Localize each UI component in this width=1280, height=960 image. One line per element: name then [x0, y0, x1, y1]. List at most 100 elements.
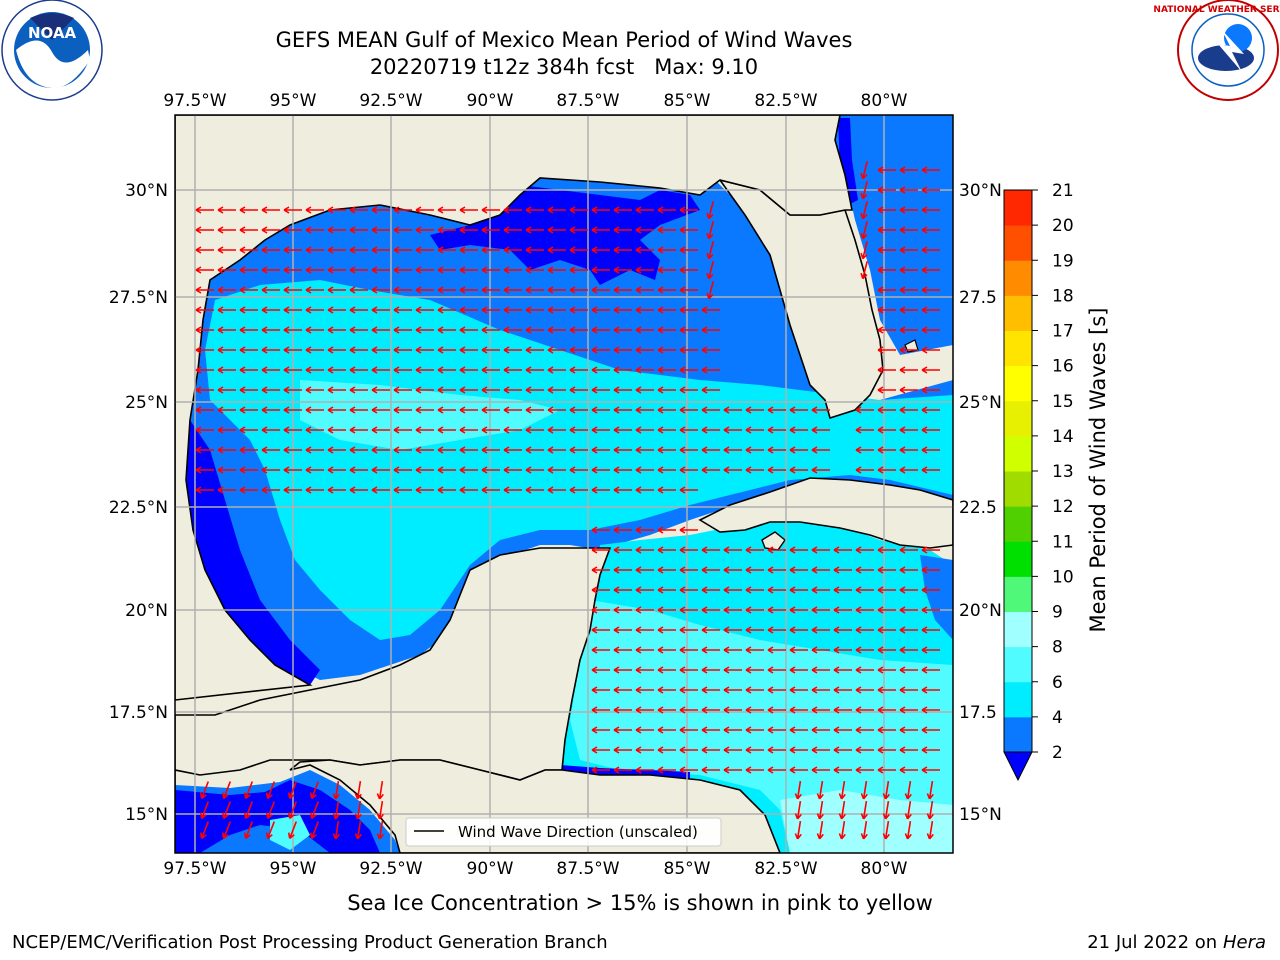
wind-wave-arrow [657, 206, 676, 214]
wind-wave-arrow [613, 206, 632, 214]
wind-wave-arrow [899, 546, 918, 554]
wind-wave-arrow [635, 546, 654, 554]
wind-wave-arrow [503, 226, 522, 234]
gulf-deep-blue-west [186, 420, 320, 685]
wind-wave-arrow [591, 406, 610, 414]
wind-wave-arrow [811, 706, 830, 714]
wind-wave-arrow [503, 366, 522, 374]
wind-wave-arrow [657, 426, 676, 434]
wind-wave-arrow [701, 306, 720, 314]
wind-wave-arrow [701, 326, 720, 334]
wind-wave-arrow [855, 666, 874, 674]
campeche-cyan [300, 380, 560, 450]
wind-wave-arrow [217, 246, 236, 254]
wind-wave-arrow [591, 346, 610, 354]
wind-wave-arrow [349, 346, 368, 354]
colorbar-segment [1004, 541, 1032, 577]
wind-wave-arrow [261, 426, 280, 434]
wind-wave-arrow [855, 406, 874, 414]
colorbar-tick-label: 2 [1052, 743, 1063, 763]
wind-wave-arrow [415, 306, 434, 314]
wind-wave-arrow [525, 286, 544, 294]
wind-wave-arrow [327, 306, 346, 314]
wind-wave-arrow [701, 746, 720, 754]
wind-wave-arrow [393, 246, 412, 254]
wind-wave-arrow [591, 566, 610, 574]
wind-wave-arrow [591, 586, 610, 594]
wind-wave-arrow [239, 486, 258, 494]
wind-wave-arrow [371, 246, 390, 254]
wind-wave-arrow [354, 780, 362, 800]
caribbean-light [570, 600, 953, 853]
wind-wave-arrow [199, 781, 210, 800]
wind-wave-arrow [393, 306, 412, 314]
wind-wave-arrow [767, 466, 786, 474]
wind-wave-arrow [283, 306, 302, 314]
wind-wave-arrow [547, 326, 566, 334]
wind-wave-arrow [899, 326, 918, 334]
wind-wave-arrow [877, 686, 896, 694]
wind-wave-arrow [679, 206, 698, 214]
wind-wave-arrow [437, 386, 456, 394]
wind-wave-arrow [459, 246, 478, 254]
wind-wave-arrow [921, 206, 940, 214]
wind-wave-arrow [635, 346, 654, 354]
wind-wave-arrow [371, 346, 390, 354]
wind-wave-arrow [459, 426, 478, 434]
footer-date-text: 21 Jul 2022 on [1087, 932, 1223, 953]
wind-wave-arrow [525, 486, 544, 494]
wind-wave-arrow [679, 406, 698, 414]
wind-wave-arrow [195, 266, 214, 274]
wind-wave-arrow [376, 820, 384, 840]
wind-wave-arrow [679, 766, 698, 774]
wind-wave-arrow [899, 586, 918, 594]
wind-wave-arrow [305, 406, 324, 414]
wind-wave-arrow [921, 186, 940, 194]
wind-wave-arrow [811, 686, 830, 694]
wind-wave-arrow [459, 326, 478, 334]
colorbar-segment [1004, 225, 1032, 261]
colorbar-segment [1004, 506, 1032, 542]
wind-wave-arrow [860, 201, 868, 220]
wind-wave-arrow [217, 426, 236, 434]
wind-wave-arrow [393, 266, 412, 274]
wind-wave-arrow [613, 226, 632, 234]
wind-wave-arrow [701, 666, 720, 674]
lat-tick-label: 25°N [959, 393, 1002, 413]
wind-wave-arrow [569, 326, 588, 334]
wind-wave-arrow [877, 426, 896, 434]
wind-wave-arrow [393, 426, 412, 434]
wind-wave-arrow [239, 246, 258, 254]
wind-wave-arrow [921, 286, 940, 294]
wind-wave-arrow [613, 726, 632, 734]
wind-wave-arrow [657, 626, 676, 634]
wind-wave-arrow [679, 566, 698, 574]
wind-wave-arrow [217, 486, 236, 494]
wind-wave-arrow [701, 346, 720, 354]
wind-wave-arrow [283, 426, 302, 434]
wind-wave-arrow [217, 266, 236, 274]
wind-wave-arrow [393, 406, 412, 414]
wind-wave-arrow [261, 246, 280, 254]
wind-wave-arrow [811, 726, 830, 734]
wind-wave-arrow [327, 286, 346, 294]
wind-wave-arrow [239, 306, 258, 314]
wind-wave-arrow [921, 706, 940, 714]
wind-wave-arrow [591, 626, 610, 634]
wind-wave-arrow [437, 266, 456, 274]
wind-wave-arrow [767, 626, 786, 634]
wind-wave-arrow [855, 706, 874, 714]
wind-wave-arrow [679, 586, 698, 594]
wind-wave-arrow [701, 566, 720, 574]
wind-wave-arrow [309, 821, 320, 840]
wind-wave-arrow [877, 346, 896, 354]
wind-wave-arrow [261, 386, 280, 394]
wind-wave-arrow [261, 446, 280, 454]
wind-wave-arrow [701, 766, 720, 774]
wind-wave-arrow [195, 426, 214, 434]
wind-wave-arrow [481, 486, 500, 494]
wind-wave-arrow [217, 286, 236, 294]
wind-wave-arrow [437, 446, 456, 454]
wind-wave-arrow [283, 206, 302, 214]
wind-wave-arrow [261, 486, 280, 494]
